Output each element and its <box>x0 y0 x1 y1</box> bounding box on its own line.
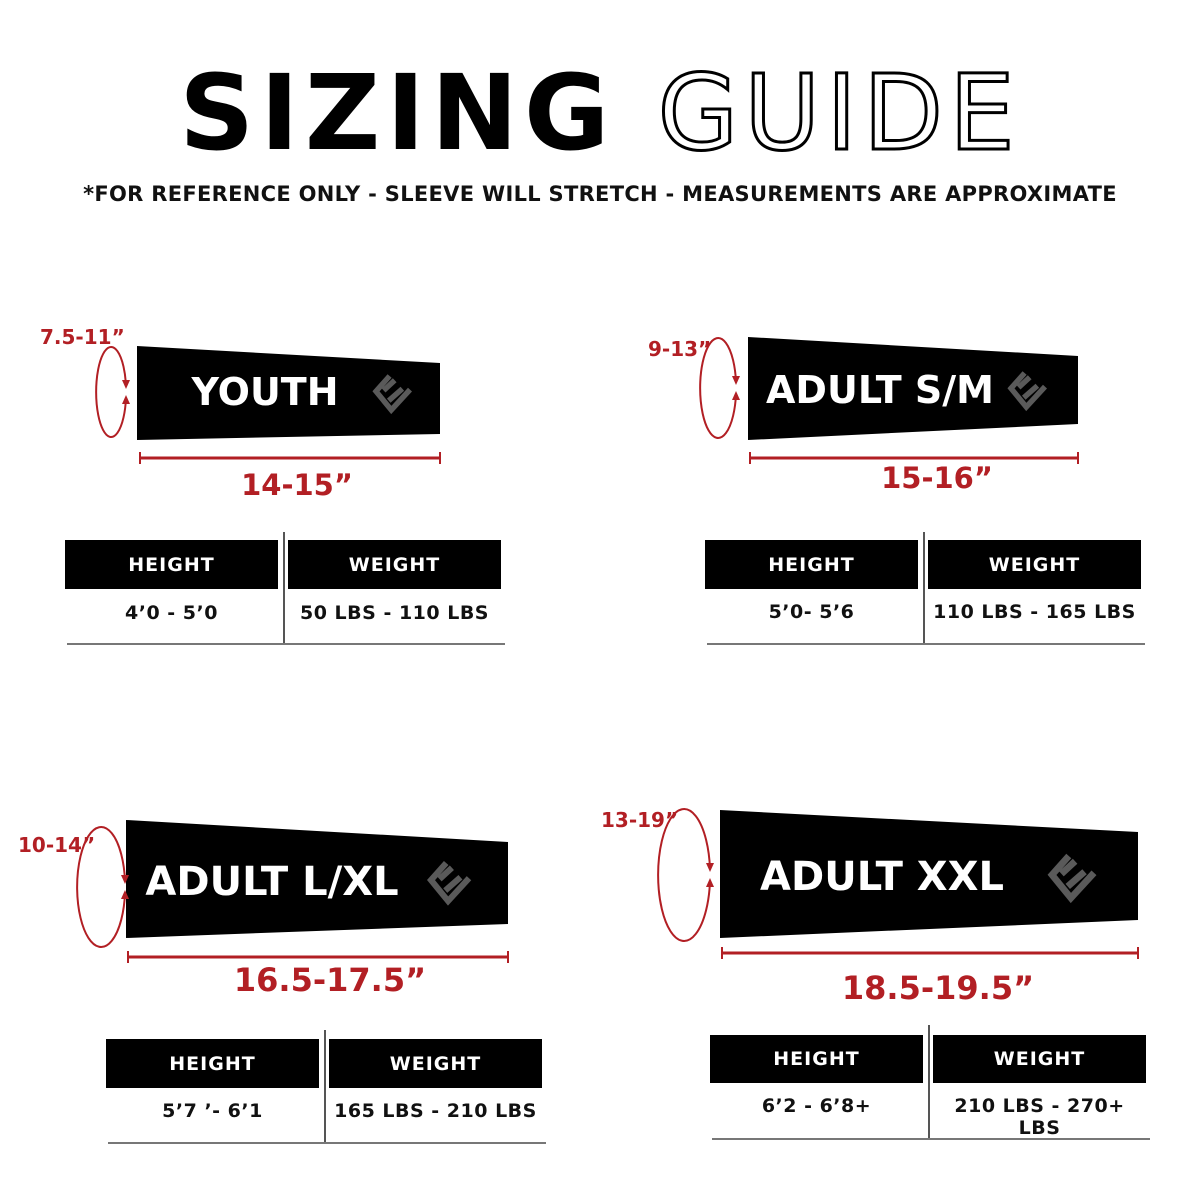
table-divider <box>67 643 505 645</box>
column-divider <box>283 532 285 643</box>
weight-value: 210 LBS - 270+ LBS <box>954 1095 1125 1139</box>
circumference-label: 9-13” <box>648 337 712 361</box>
arrowhead-icon <box>121 890 129 899</box>
height-value: 5’0- 5’6 <box>768 601 855 623</box>
table-divider <box>707 643 1145 645</box>
sleeve-youth <box>137 346 440 440</box>
weight-header: WEIGHT <box>928 540 1141 589</box>
arrowhead-icon <box>706 878 714 887</box>
size-name: YOUTH <box>191 370 339 414</box>
circumference-label: 13-19” <box>601 808 679 832</box>
column-divider <box>928 1025 930 1138</box>
brand-logo-icon <box>427 860 472 906</box>
table-divider <box>712 1138 1150 1140</box>
sleeve-adult-l-xl <box>126 820 508 938</box>
height-value: 5’7 ’- 6’1 <box>162 1100 263 1122</box>
column-divider <box>923 532 925 643</box>
circumference-label: 10-14” <box>18 833 96 857</box>
brand-logo-icon <box>1007 371 1048 412</box>
height-value: 6’2 - 6’8+ <box>761 1095 872 1117</box>
circumference-icon <box>657 808 711 942</box>
arrowhead-icon <box>122 380 130 389</box>
height-header: HEIGHT <box>705 540 918 589</box>
subtitle: *FOR REFERENCE ONLY - SLEEVE WILL STRETC… <box>83 182 1117 206</box>
arrowhead-icon <box>121 875 129 884</box>
length-label: 16.5-17.5” <box>233 961 427 999</box>
circumference-icon <box>76 826 126 948</box>
height-header: HEIGHT <box>65 540 278 589</box>
length-label: 18.5-19.5” <box>841 969 1035 1007</box>
sleeve-adult-xxl <box>720 810 1138 938</box>
title-guide: GUIDE <box>656 52 1021 174</box>
height-header: HEIGHT <box>710 1035 923 1083</box>
weight-value: 165 LBS - 210 LBS <box>334 1100 537 1122</box>
table-divider <box>108 1142 546 1144</box>
brand-logo-icon <box>1047 853 1097 904</box>
size-name: ADULT L/XL <box>145 859 399 905</box>
column-divider <box>324 1030 326 1142</box>
circumference-icon <box>95 346 127 438</box>
arrowhead-icon <box>706 863 714 872</box>
title-sizing: SIZING <box>179 52 616 174</box>
arrowhead-icon <box>732 376 740 385</box>
length-label: 15-16” <box>881 461 993 495</box>
weight-value: 110 LBS - 165 LBS <box>933 601 1136 623</box>
weight-value: 50 LBS - 110 LBS <box>300 602 489 624</box>
circumference-label: 7.5-11” <box>40 325 125 349</box>
sleeve-adult-s-m <box>748 337 1078 440</box>
weight-header: WEIGHT <box>329 1039 542 1088</box>
circumference-icon <box>699 337 737 439</box>
weight-header: WEIGHT <box>933 1035 1146 1083</box>
arrowhead-icon <box>732 391 740 400</box>
height-value: 4’0 - 5’0 <box>125 602 218 624</box>
weight-header: WEIGHT <box>288 540 501 589</box>
length-label: 14-15” <box>241 468 353 502</box>
brand-logo-icon <box>372 374 413 415</box>
arrowhead-icon <box>122 395 130 404</box>
height-header: HEIGHT <box>106 1039 319 1088</box>
size-name: ADULT XXL <box>760 854 1004 900</box>
page-title: SIZING GUIDE <box>0 57 1200 170</box>
size-name: ADULT S/M <box>766 368 994 412</box>
